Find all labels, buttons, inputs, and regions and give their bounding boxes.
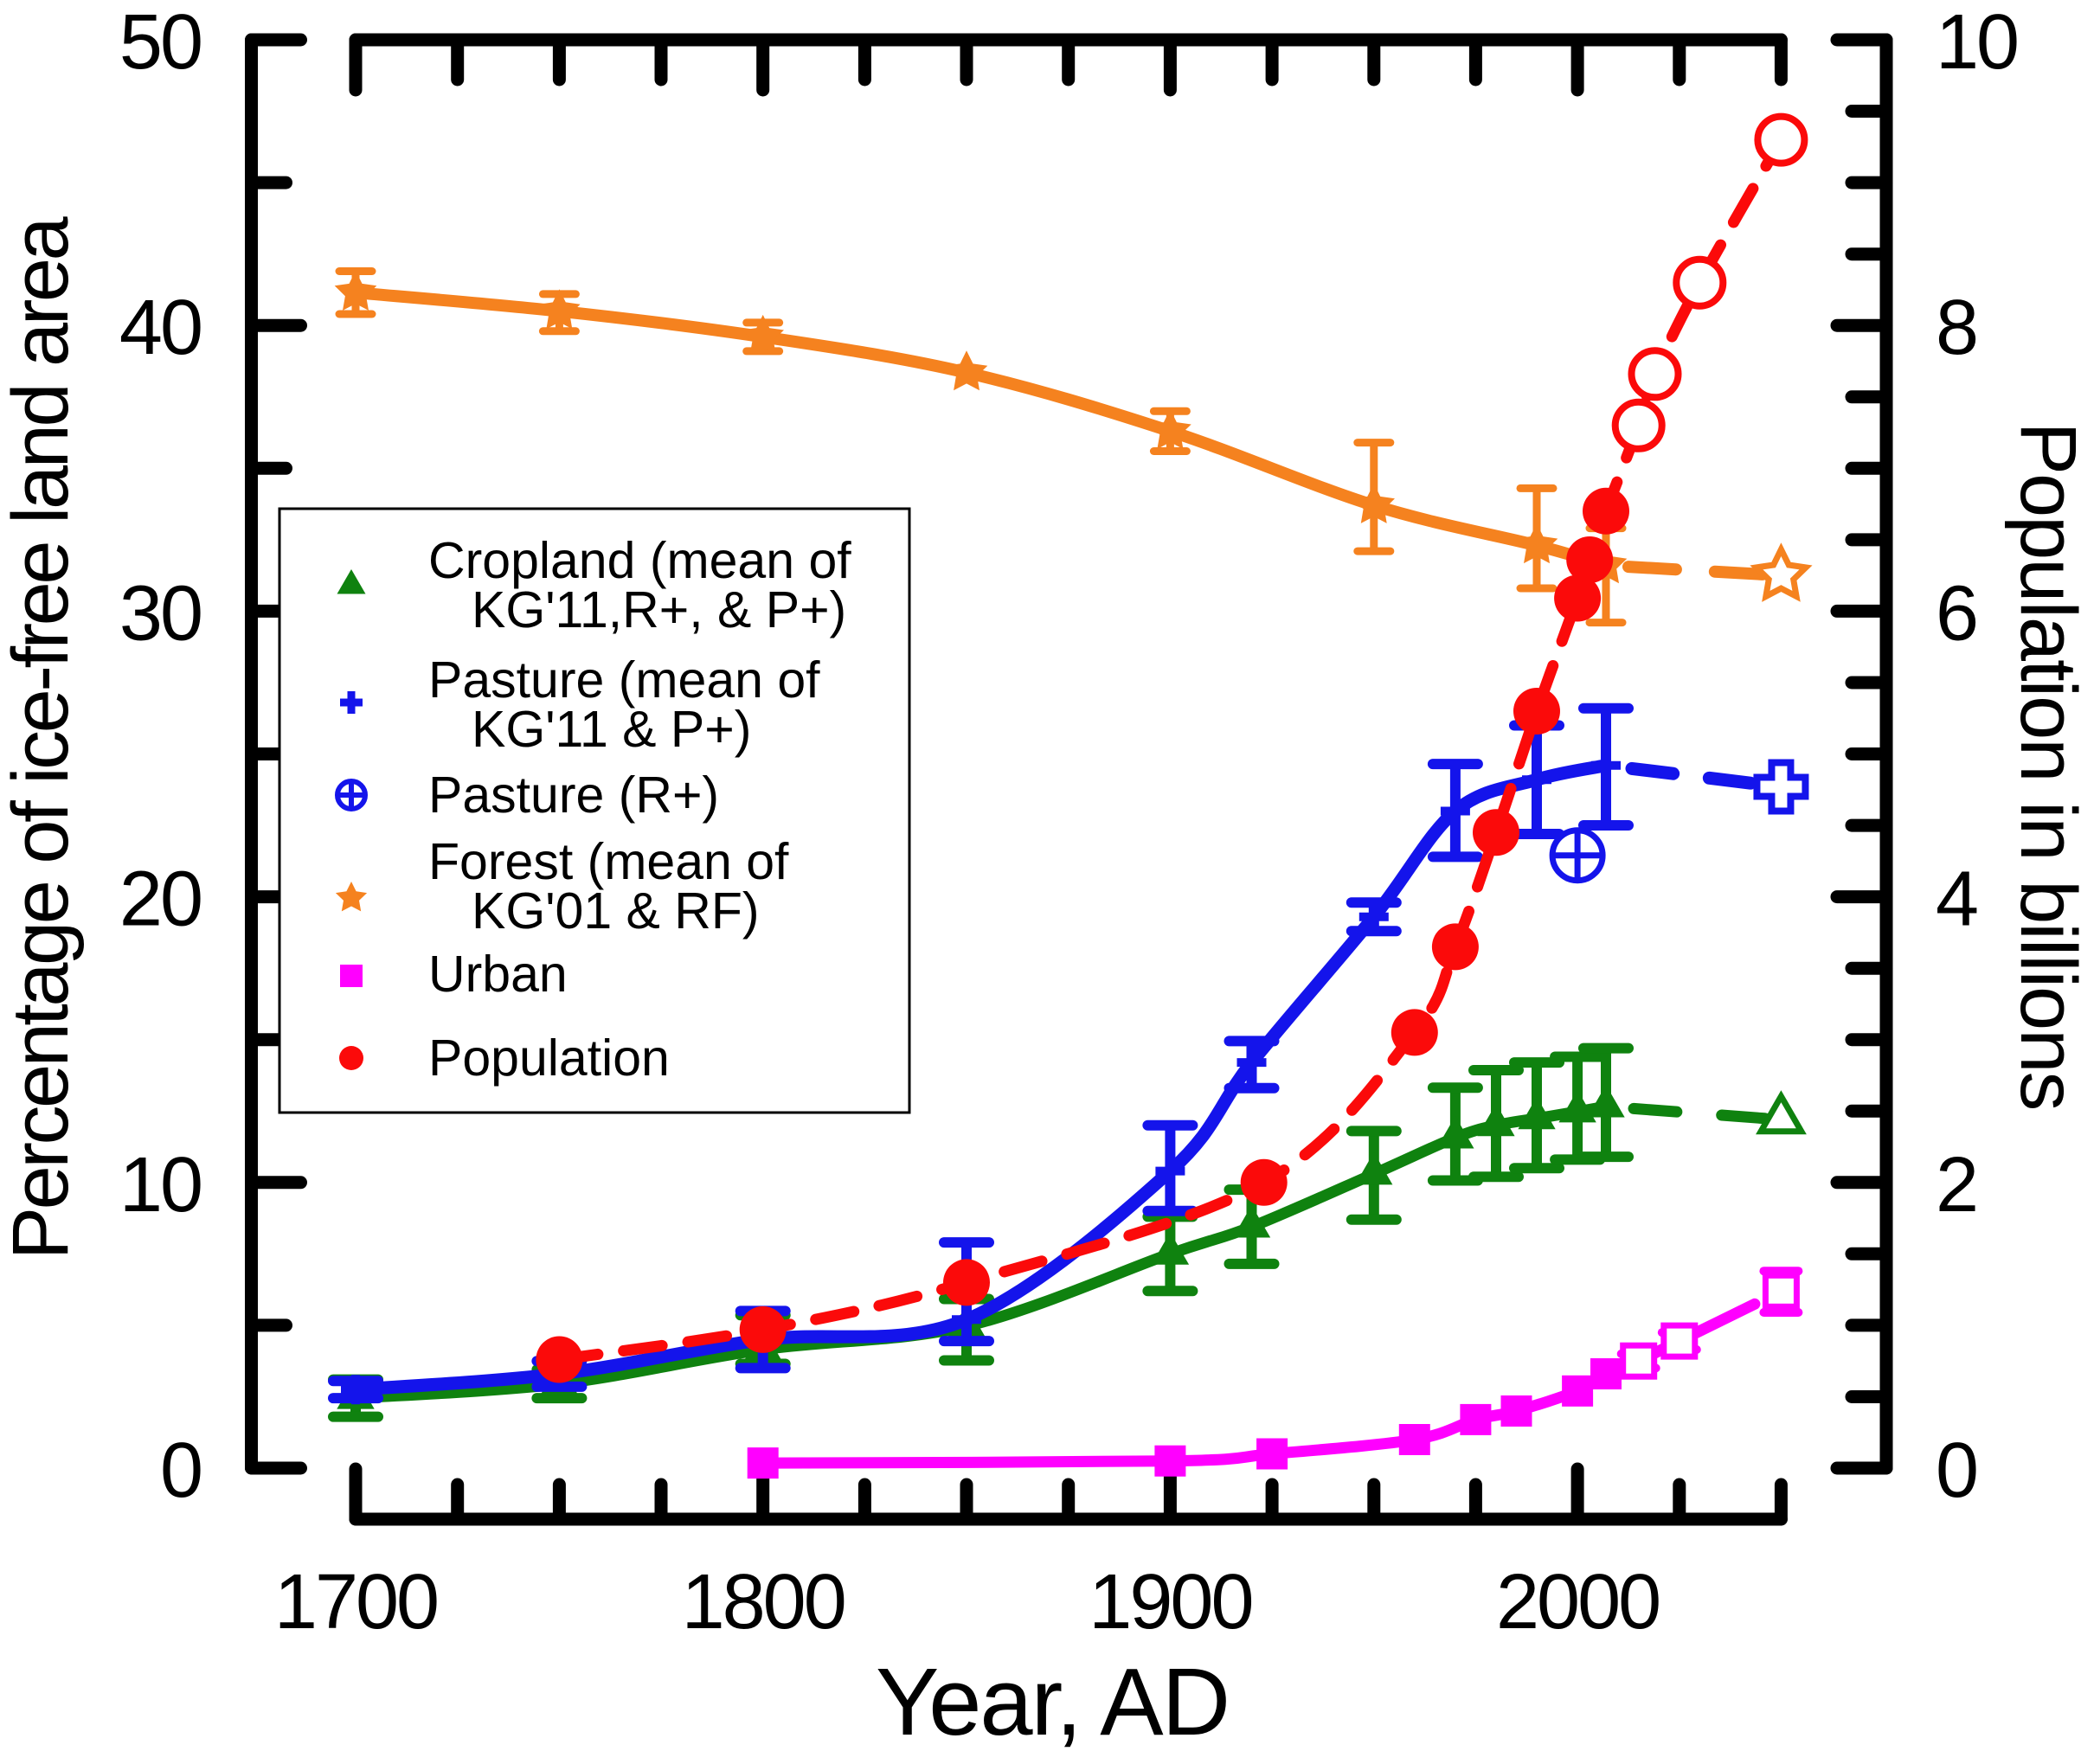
svg-text:20: 20 — [119, 856, 201, 943]
svg-text:Pasture (R+): Pasture (R+) — [428, 767, 719, 824]
svg-text:2000: 2000 — [1496, 1559, 1659, 1645]
svg-text:0: 0 — [160, 1427, 201, 1514]
svg-text:10: 10 — [1936, 0, 2017, 86]
svg-text:Urban: Urban — [428, 946, 568, 1003]
svg-text:50: 50 — [119, 0, 201, 86]
svg-text:Population: Population — [428, 1030, 670, 1087]
svg-text:1900: 1900 — [1089, 1559, 1251, 1645]
svg-text:4: 4 — [1936, 856, 1977, 943]
svg-text:1800: 1800 — [682, 1559, 845, 1645]
svg-text:KG'11 & P+): KG'11 & P+) — [472, 701, 751, 758]
svg-text:2: 2 — [1936, 1142, 1976, 1228]
svg-text:40: 40 — [119, 285, 201, 371]
svg-text:10: 10 — [119, 1142, 201, 1228]
svg-text:KG'11,R+, & P+): KG'11,R+, & P+) — [472, 581, 846, 638]
svg-text:30: 30 — [119, 570, 201, 657]
svg-text:0: 0 — [1936, 1427, 1976, 1514]
svg-text:Population in billions: Population in billions — [2004, 422, 2081, 1110]
svg-text:1700: 1700 — [274, 1559, 437, 1645]
svg-text:Percentage of ice-free land ar: Percentage of ice-free land area — [0, 215, 85, 1260]
svg-text:Year, AD: Year, AD — [876, 1649, 1229, 1755]
svg-text:6: 6 — [1936, 570, 1976, 657]
svg-text:Pasture (mean of: Pasture (mean of — [428, 651, 820, 709]
svg-text:KG'01 & RF): KG'01 & RF) — [472, 882, 760, 940]
svg-text:Cropland (mean of: Cropland (mean of — [428, 532, 851, 589]
svg-text:Forest (mean of: Forest (mean of — [428, 833, 789, 890]
svg-text:8: 8 — [1936, 285, 1976, 371]
